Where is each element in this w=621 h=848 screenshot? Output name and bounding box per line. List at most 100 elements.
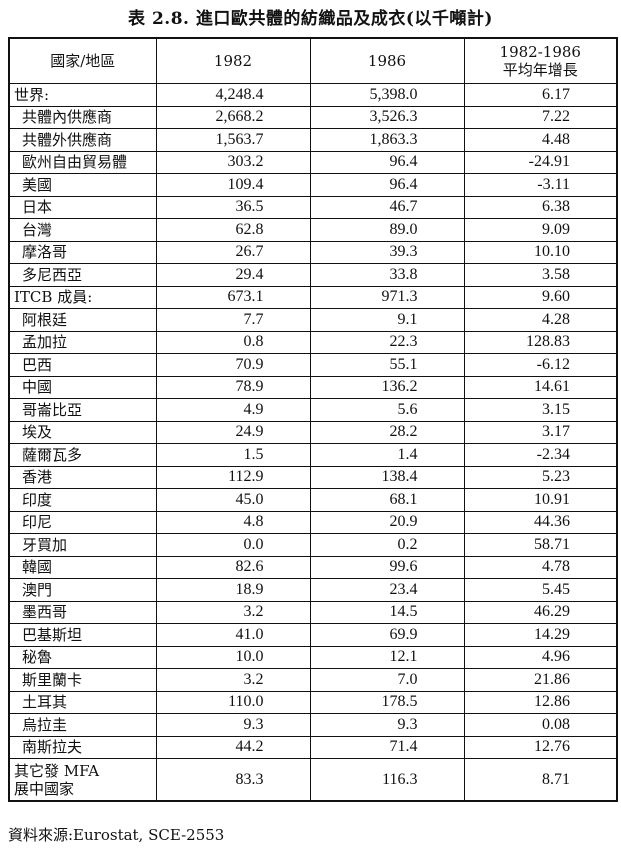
- country-cell: 烏拉圭: [8, 713, 157, 737]
- growth-cell: 4.48: [463, 128, 618, 152]
- value-1986-cell: 96.4: [309, 150, 465, 174]
- value-1982-cell: 4.9: [155, 398, 311, 422]
- growth-cell: 6.17: [463, 83, 618, 107]
- table-row: 多尼西亞 29.4 33.8 3.58: [8, 263, 618, 287]
- table-row: 孟加拉 0.8 22.3 128.83: [8, 330, 618, 354]
- value-1986-cell: 69.9: [309, 623, 465, 647]
- growth-cell: 12.86: [463, 690, 618, 714]
- country-cell: 阿根廷: [8, 308, 157, 332]
- value-1982-cell: 9.3: [155, 713, 311, 737]
- table-row: 巴基斯坦 41.0 69.9 14.29: [8, 623, 618, 647]
- table-row: 共體外供應商 1,563.7 1,863.3 4.48: [8, 128, 618, 152]
- growth-cell: 9.09: [463, 218, 618, 242]
- table-row: 南斯拉夫 44.2 71.4 12.76: [8, 735, 618, 759]
- growth-cell: 5.23: [463, 465, 618, 489]
- value-1982-cell: 82.6: [155, 555, 311, 579]
- table-row: 韓國 82.6 99.6 4.78: [8, 555, 618, 579]
- value-1986-cell: 96.4: [309, 173, 465, 197]
- value-1982-cell: 3.2: [155, 600, 311, 624]
- value-1982-cell: 0.0: [155, 533, 311, 557]
- value-1982-cell: 26.7: [155, 240, 311, 264]
- header-growth-label: 平均年增長: [502, 61, 578, 79]
- country-cell: 中國: [8, 375, 157, 399]
- value-1986-cell: 9.1: [309, 308, 465, 332]
- table-row: 土耳其 110.0 178.5 12.86: [8, 690, 618, 714]
- country-cell: 歐州自由貿易體: [8, 150, 157, 174]
- growth-cell: 4.28: [463, 308, 618, 332]
- value-1986-cell: 5.6: [309, 398, 465, 422]
- value-1982-cell: 2,668.2: [155, 105, 311, 129]
- country-cell: 巴西: [8, 353, 157, 377]
- value-1986-cell: 0.2: [309, 533, 465, 557]
- value-1986-cell: 136.2: [309, 375, 465, 399]
- value-1982-cell: 7.7: [155, 308, 311, 332]
- country-cell: 香港: [8, 465, 157, 489]
- textile-imports-table: 國家/地區 1982 1986 1982-1986 平均年增長 世界: 4,248…: [8, 37, 618, 802]
- country-cell: 巴基斯坦: [8, 623, 157, 647]
- table-row: 摩洛哥 26.7 39.3 10.10: [8, 240, 618, 264]
- value-1986-cell: 9.3: [309, 713, 465, 737]
- country-cell: 世界:: [8, 83, 157, 107]
- value-1986-cell: 23.4: [309, 578, 465, 602]
- country-cell: 印度: [8, 488, 157, 512]
- growth-cell: 12.76: [463, 735, 618, 759]
- value-1982-cell: 673.1: [155, 285, 311, 309]
- table-row: 巴西 70.9 55.1 -6.12: [8, 353, 618, 377]
- country-cell: 其它發 MFA 展中國家: [8, 758, 157, 802]
- header-1986: 1986: [309, 37, 465, 84]
- table-row: ITCB 成員: 673.1 971.3 9.60: [8, 285, 618, 309]
- table-row: 阿根廷 7.7 9.1 4.28: [8, 308, 618, 332]
- value-1982-cell: 44.2: [155, 735, 311, 759]
- growth-cell: 3.58: [463, 263, 618, 287]
- growth-cell: -24.91: [463, 150, 618, 174]
- value-1982-cell: 70.9: [155, 353, 311, 377]
- value-1986-cell: 68.1: [309, 488, 465, 512]
- header-growth: 1982-1986 平均年增長: [463, 37, 618, 84]
- table-body: 世界: 4,248.4 5,398.0 6.17 共體內供應商 2,668.2 3…: [8, 83, 618, 802]
- country-cell: 哥崙比亞: [8, 398, 157, 422]
- value-1986-cell: 14.5: [309, 600, 465, 624]
- growth-cell: 58.71: [463, 533, 618, 557]
- growth-cell: 128.83: [463, 330, 618, 354]
- value-1986-cell: 1.4: [309, 443, 465, 467]
- growth-cell: -2.34: [463, 443, 618, 467]
- growth-cell: 4.78: [463, 555, 618, 579]
- country-cell: 摩洛哥: [8, 240, 157, 264]
- growth-cell: 3.15: [463, 398, 618, 422]
- table-row: 台灣 62.8 89.0 9.09: [8, 218, 618, 242]
- country-cell: 南斯拉夫: [8, 735, 157, 759]
- country-cell: 土耳其: [8, 690, 157, 714]
- growth-cell: 14.61: [463, 375, 618, 399]
- growth-cell: 21.86: [463, 668, 618, 692]
- table-row: 墨西哥 3.2 14.5 46.29: [8, 600, 618, 624]
- header-growth-period: 1982-1986: [499, 43, 581, 61]
- value-1986-cell: 5,398.0: [309, 83, 465, 107]
- value-1982-cell: 24.9: [155, 420, 311, 444]
- growth-cell: 8.71: [463, 758, 618, 802]
- table-row: 歐州自由貿易體 303.2 96.4 -24.91: [8, 150, 618, 174]
- growth-cell: 0.08: [463, 713, 618, 737]
- value-1986-cell: 12.1: [309, 645, 465, 669]
- table-row: 印尼 4.8 20.9 44.36: [8, 510, 618, 534]
- table-row: 埃及 24.9 28.2 3.17: [8, 420, 618, 444]
- value-1986-cell: 20.9: [309, 510, 465, 534]
- value-1986-cell: 89.0: [309, 218, 465, 242]
- country-cell: 印尼: [8, 510, 157, 534]
- table-row: 印度 45.0 68.1 10.91: [8, 488, 618, 512]
- table-row: 牙買加 0.0 0.2 58.71: [8, 533, 618, 557]
- source-note: 資料來源:Eurostat, SCE-2553: [8, 826, 225, 844]
- value-1986-cell: 28.2: [309, 420, 465, 444]
- value-1982-cell: 4.8: [155, 510, 311, 534]
- table-row: 世界: 4,248.4 5,398.0 6.17: [8, 83, 618, 107]
- value-1986-cell: 971.3: [309, 285, 465, 309]
- value-1982-cell: 29.4: [155, 263, 311, 287]
- header-1982: 1982: [155, 37, 311, 84]
- table-row: 共體內供應商 2,668.2 3,526.3 7.22: [8, 105, 618, 129]
- header-row: 國家/地區 1982 1986 1982-1986 平均年增長: [8, 37, 618, 84]
- value-1982-cell: 1,563.7: [155, 128, 311, 152]
- growth-cell: 9.60: [463, 285, 618, 309]
- value-1986-cell: 7.0: [309, 668, 465, 692]
- value-1986-cell: 116.3: [309, 758, 465, 802]
- country-cell: 台灣: [8, 218, 157, 242]
- value-1982-cell: 83.3: [155, 758, 311, 802]
